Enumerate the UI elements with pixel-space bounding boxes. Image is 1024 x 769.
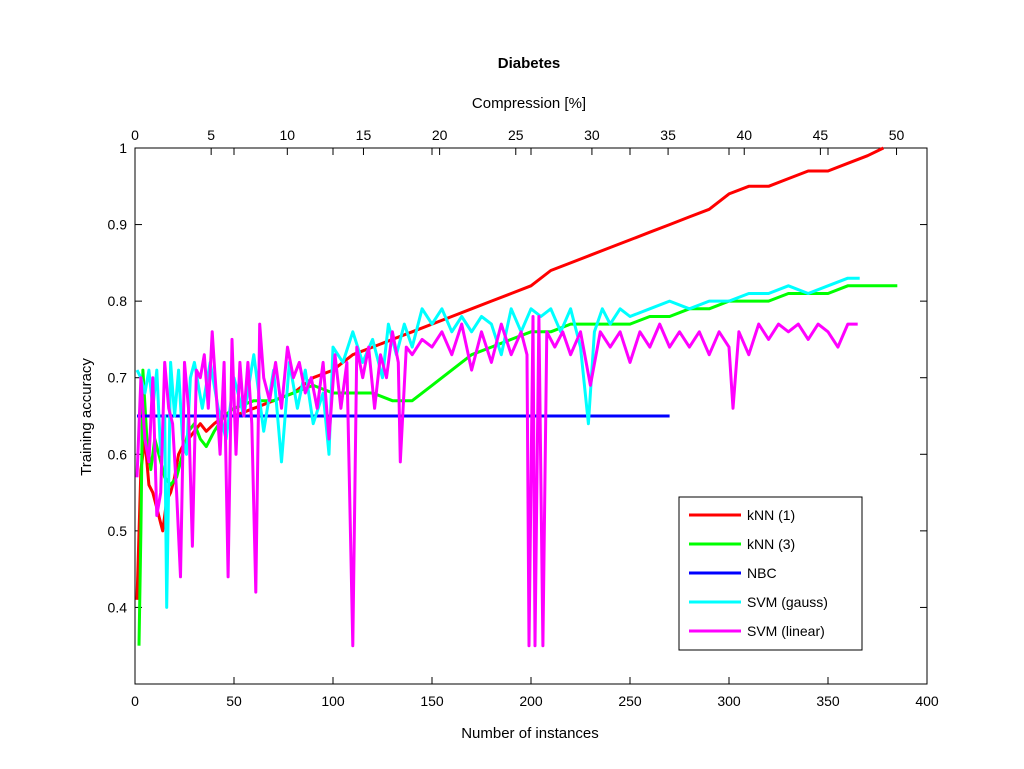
y-axis-label: Training accuracy bbox=[78, 358, 95, 476]
x-tick-label: 200 bbox=[519, 693, 543, 709]
top-tick-label: 25 bbox=[508, 127, 524, 143]
top-tick-label: 15 bbox=[356, 127, 372, 143]
top-tick-label: 10 bbox=[280, 127, 296, 143]
top-tick-label: 50 bbox=[889, 127, 905, 143]
y-tick-label: 0.5 bbox=[108, 523, 128, 539]
top-tick-label: 20 bbox=[432, 127, 448, 143]
top-tick-label: 45 bbox=[813, 127, 829, 143]
x-tick-label: 400 bbox=[915, 693, 939, 709]
legend-label: SVM (linear) bbox=[747, 623, 825, 639]
legend: kNN (1) kNN (3) NBC SVM (gauss) SVM (linear) bbox=[678, 496, 863, 651]
legend-label: kNN (3) bbox=[747, 536, 795, 552]
x-tick-label: 350 bbox=[816, 693, 840, 709]
x-tick-label: 50 bbox=[226, 693, 242, 709]
legend-label: SVM (gauss) bbox=[747, 594, 828, 610]
y-tick-label: 0.6 bbox=[108, 446, 128, 462]
top-tick-label: 35 bbox=[660, 127, 676, 143]
top-tick-label: 5 bbox=[207, 127, 215, 143]
x-tick-label: 150 bbox=[420, 693, 444, 709]
top-tick-label: 40 bbox=[736, 127, 752, 143]
y-tick-label: 0.7 bbox=[108, 370, 128, 386]
top-tick-label: 0 bbox=[131, 127, 139, 143]
y-tick-label: 1 bbox=[119, 140, 127, 156]
series-line-3 bbox=[135, 276, 860, 609]
x-axis-label: Number of instances bbox=[461, 725, 599, 742]
top-axis-label: Compression [%] bbox=[472, 95, 586, 112]
x-tick-label: 100 bbox=[321, 693, 345, 709]
top-tick-label: 30 bbox=[584, 127, 600, 143]
y-tick-label: 0.9 bbox=[108, 217, 128, 233]
axes: 0 50 100 150 200 250 300 350 4000.40.50.60.70.80… bbox=[108, 127, 939, 709]
y-tick-label: 0.8 bbox=[108, 293, 128, 309]
x-tick-label: 0 bbox=[131, 693, 139, 709]
chart-title: Diabetes bbox=[498, 55, 561, 72]
series-layer bbox=[135, 146, 898, 648]
series-line-4 bbox=[135, 315, 858, 648]
legend-label: NBC bbox=[747, 565, 777, 581]
x-tick-label: 250 bbox=[618, 693, 642, 709]
x-tick-label: 300 bbox=[717, 693, 741, 709]
legend-label: kNN (1) bbox=[747, 507, 795, 523]
y-tick-label: 0.4 bbox=[108, 599, 128, 615]
